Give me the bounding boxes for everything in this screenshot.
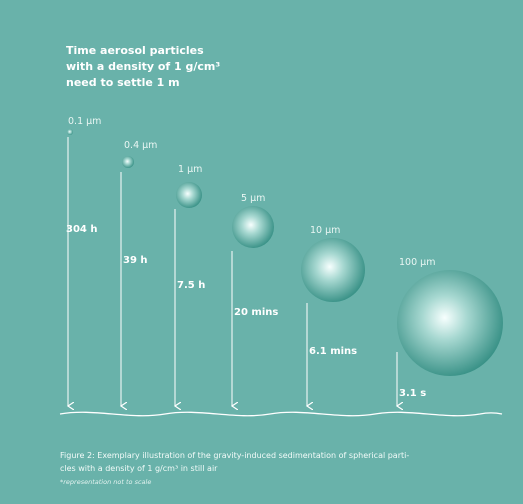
- particle-sphere: [397, 270, 503, 376]
- particle-sphere: [67, 129, 73, 135]
- particle-group-0-1um: 0.1 µm 304 h: [66, 116, 101, 406]
- particle-group-5um: 5 µm 20 mins: [232, 193, 278, 406]
- particle-sphere: [232, 206, 274, 248]
- particle-sphere: [301, 238, 365, 302]
- particle-sphere: [176, 182, 202, 208]
- settle-time-label: 3.1 s: [399, 388, 426, 399]
- title-line-2: with a density of 1 g/cm³: [66, 60, 220, 73]
- particle-size-label: 100 µm: [399, 257, 435, 268]
- title-line-3: need to settle 1 m: [66, 76, 180, 89]
- particle-group-0-4um: 0.4 µm 39 h: [121, 140, 157, 406]
- caption-line-2: cles with a density of 1 g/cm³ in still …: [60, 464, 218, 473]
- settle-time-label: 20 mins: [234, 307, 278, 318]
- ground-line: [59, 411, 503, 417]
- particle-group-100um: 100 µm 3.1 s: [397, 257, 503, 406]
- settle-time-label: 39 h: [123, 255, 148, 266]
- particle-size-label: 0.1 µm: [68, 116, 101, 127]
- particle-size-label: 0.4 µm: [124, 140, 157, 151]
- title-line-1: Time aerosol particles: [66, 44, 204, 57]
- particle-size-label: 10 µm: [310, 225, 340, 236]
- particle-group-10um: 10 µm 6.1 mins: [301, 225, 365, 406]
- caption-note: *representation not to scale: [60, 478, 151, 486]
- particle-group-1um: 1 µm 7.5 h: [175, 164, 205, 406]
- particle-size-label: 1 µm: [178, 164, 202, 175]
- settle-time-label: 7.5 h: [177, 280, 205, 291]
- caption-line-1: Figure 2: Exemplary illustration of the …: [60, 451, 409, 460]
- settle-time-label: 304 h: [66, 224, 97, 235]
- settle-time-label: 6.1 mins: [309, 346, 357, 357]
- particle-size-label: 5 µm: [241, 193, 265, 204]
- particle-sphere: [122, 156, 134, 168]
